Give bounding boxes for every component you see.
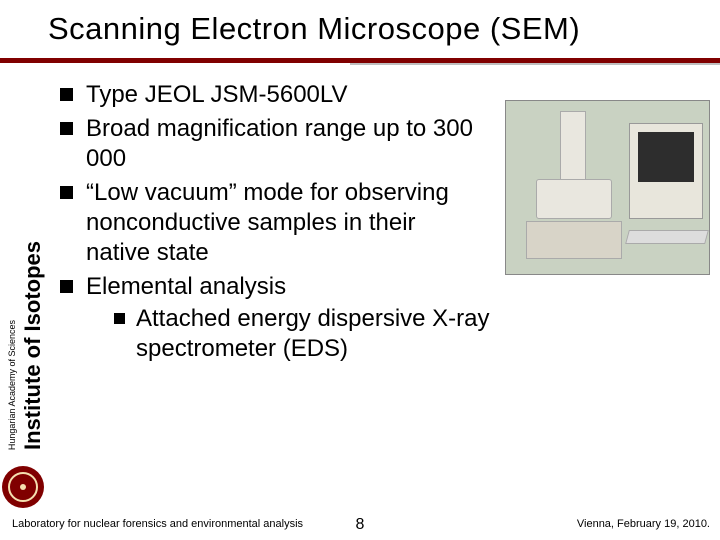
sidebar-academy: Hungarian Academy of Sciences [6, 75, 18, 510]
title-bar: Scanning Electron Microscope (SEM) [0, 0, 720, 58]
sem-instrument-icon [526, 111, 621, 261]
page-number: 8 [356, 516, 365, 534]
sem-base-icon [526, 221, 622, 259]
bullet-text: Broad magnification range up to 300 000 [86, 115, 473, 172]
bullet-item: Broad magnification range up to 300 000 [56, 114, 476, 174]
footer-right: Vienna, February 19, 2010. [577, 518, 710, 530]
bullet-item: Type JEOL JSM-5600LV [56, 80, 476, 110]
sem-chamber-icon [536, 179, 612, 219]
slide-title: Scanning Electron Microscope (SEM) [48, 11, 580, 47]
logo-atom-icon [8, 472, 38, 502]
title-rule-gray [350, 63, 720, 65]
sem-monitor-icon [629, 123, 703, 219]
bullet-item: Elemental analysis Attached energy dispe… [56, 272, 710, 364]
sem-column-icon [560, 111, 586, 181]
sub-bullet-list: Attached energy dispersive X-ray spectro… [86, 304, 710, 364]
bullet-text: “Low vacuum” mode for observing noncondu… [86, 179, 449, 266]
bullet-text: Type JEOL JSM-5600LV [86, 81, 347, 108]
left-sidebar: Institute of Isotopes Hungarian Academy … [0, 75, 46, 510]
footer-left: Laboratory for nuclear forensics and env… [12, 518, 303, 530]
footer: Laboratory for nuclear forensics and env… [0, 512, 720, 540]
sidebar-institute: Institute of Isotopes [20, 75, 46, 510]
sem-keyboard-icon [625, 230, 709, 244]
bullet-item: “Low vacuum” mode for observing noncondu… [56, 178, 476, 268]
institute-logo [2, 466, 44, 508]
sidebar-institute-text: Institute of Isotopes [20, 241, 46, 450]
bullet-text: Elemental analysis [86, 273, 286, 300]
sidebar-academy-text: Hungarian Academy of Sciences [7, 320, 17, 450]
sem-figure [505, 100, 710, 275]
sub-bullet-text: Attached energy dispersive X-ray spectro… [136, 305, 490, 362]
sub-bullet-item: Attached energy dispersive X-ray spectro… [86, 304, 516, 364]
